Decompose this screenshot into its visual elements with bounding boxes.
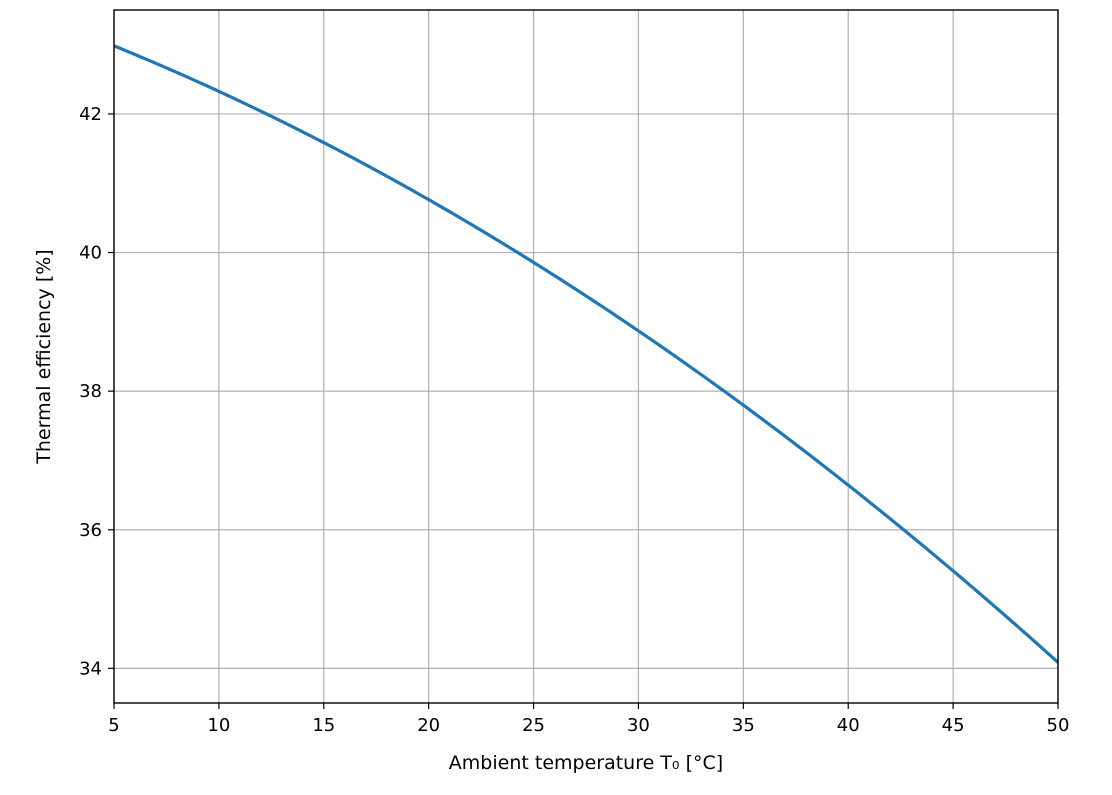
x-tick-label: 30 bbox=[627, 715, 650, 736]
x-tick-label: 5 bbox=[108, 715, 119, 736]
x-tick-label: 10 bbox=[207, 715, 230, 736]
efficiency-curve bbox=[113, 44, 1060, 664]
y-tick-label: 40 bbox=[79, 243, 102, 264]
x-tick-label: 15 bbox=[312, 715, 335, 736]
x-tick-label: 35 bbox=[732, 715, 755, 736]
y-tick-label: 38 bbox=[79, 381, 102, 402]
x-tick-label: 25 bbox=[522, 715, 545, 736]
plot-frame bbox=[113, 9, 1059, 704]
y-tick-label: 42 bbox=[79, 104, 102, 125]
y-tick-label: 34 bbox=[79, 658, 102, 679]
y-axis-label: Thermal efficiency [%] bbox=[33, 249, 55, 464]
series-layer bbox=[113, 44, 1060, 664]
grid bbox=[113, 10, 1059, 703]
x-tick-label: 50 bbox=[1047, 715, 1070, 736]
x-tick-label: 40 bbox=[837, 715, 860, 736]
y-tick-label: 36 bbox=[79, 520, 102, 541]
x-axis-label: Ambient temperature T₀ [°C] bbox=[449, 752, 723, 774]
x-tick-label: 20 bbox=[417, 715, 440, 736]
axis-ticks: 5 10 15 20 25 30 35 40 45 50 34 36 38 40 42 bbox=[79, 104, 1069, 736]
x-tick-label: 45 bbox=[942, 715, 965, 736]
